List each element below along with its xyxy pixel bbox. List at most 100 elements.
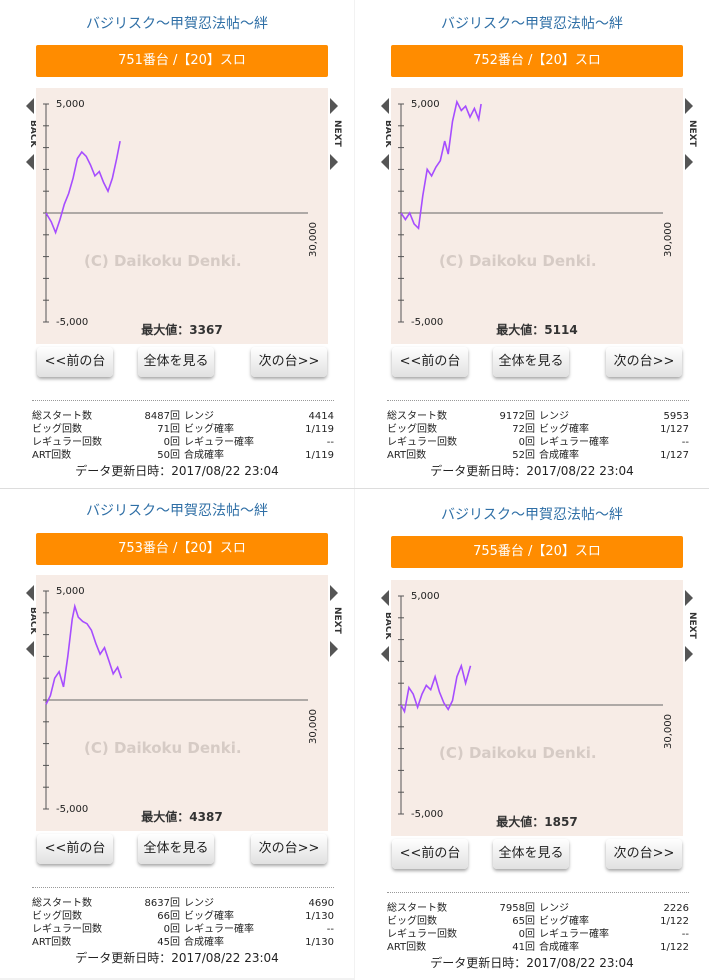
range-label: レンジ [539,903,569,914]
art-count-value: 50回 [157,450,180,461]
combined-rate-label: 合成確率 [184,450,224,461]
back-arrow[interactable]: BACK [26,98,38,198]
big-count-value: 66回 [157,911,180,922]
big-count-label: ビッグ回数 [32,911,82,922]
art-count-value: 45回 [157,937,180,948]
back-arrow[interactable]: BACK [381,590,393,690]
total-start-label: 総スタート数 [387,411,447,422]
back-arrow[interactable]: BACK [381,98,393,198]
big-rate-label: ビッグ確率 [539,424,589,435]
stats-table: 総スタート数 8487回 レンジ 4414 ビッグ回数 71回 ビッグ確率 1/… [32,400,334,462]
view-all-button[interactable]: 全体を見る [493,839,569,869]
slump-graph-svg: 5,000 -5,000 30,000 (C) Daikoku Denki. [398,591,674,820]
reg-count-value: 0回 [163,924,180,935]
table-row: レギュラー回数 0回 レギュラー確率 -- [387,436,689,449]
y-bottom-label: -5,000 [411,809,443,820]
range-value: 4414 [308,411,334,422]
table-row: 総スタート数 7958回 レンジ 2226 [387,902,689,915]
watermark: (C) Daikoku Denki. [439,252,597,270]
machine-label: 751番台 /【20】スロ [36,45,328,77]
table-row: ビッグ回数 72回 ビッグ確率 1/127 [387,423,689,436]
machine-panel-755: バジリスク〜甲賀忍法帖〜絆 755番台 /【20】スロ BACK NEXT 5,… [355,490,709,980]
reg-count-value: 0回 [163,437,180,448]
data-updated-time: データ更新日時：2017/08/22 23:04 [430,464,634,478]
graph-axis [43,590,308,810]
prev-machine-button[interactable]: <<前の台 [392,839,468,869]
max-value-label: 最大値：1857 [496,815,578,829]
next-machine-button[interactable]: 次の台>> [606,347,682,377]
next-arrow[interactable]: NEXT [330,585,342,685]
slump-graph: 5,000 -5,000 30,000 (C) Daikoku Denki. 最… [391,88,683,344]
view-all-button[interactable]: 全体を見る [138,347,214,377]
watermark: (C) Daikoku Denki. [439,744,597,762]
next-arrow-top-icon [685,590,693,606]
range-value: 5953 [663,411,689,422]
game-title: バジリスク〜甲賀忍法帖〜絆 [441,16,623,32]
next-machine-button[interactable]: 次の台>> [251,347,327,377]
x-end-label: 30,000 [663,714,674,749]
machine-panel-753: バジリスク〜甲賀忍法帖〜絆 753番台 /【20】スロ BACK NEXT 5,… [0,488,354,978]
art-count-label: ART回数 [387,450,427,461]
next-arrow[interactable]: NEXT [685,590,697,690]
reg-rate-value: -- [326,924,334,935]
graph-axis [43,103,308,323]
next-arrow[interactable]: NEXT [330,98,342,198]
panel-divider [0,488,709,489]
next-machine-button[interactable]: 次の台>> [606,839,682,869]
slump-graph-svg: 5,000 -5,000 30,000 (C) Daikoku Denki. [43,99,319,328]
reg-rate-value: -- [681,929,689,940]
table-row: ART回数 41回 合成確率 1/122 [387,941,689,954]
back-arrow-bottom-icon [26,641,34,657]
combined-rate-label: 合成確率 [539,450,579,461]
next-arrow-bottom-icon [685,646,693,662]
table-row: ビッグ回数 65回 ビッグ確率 1/122 [387,915,689,928]
reg-count-label: レギュラー回数 [32,924,102,935]
range-label: レンジ [184,898,214,909]
prev-machine-button[interactable]: <<前の台 [37,834,113,864]
total-start-value: 7958回 [499,903,535,914]
next-arrow-bottom-icon [330,641,338,657]
data-updated-time: データ更新日時：2017/08/22 23:04 [75,951,279,965]
y-bottom-label: -5,000 [56,317,88,328]
data-updated-time: データ更新日時：2017/08/22 23:04 [75,464,279,478]
machine-label: 753番台 /【20】スロ [36,533,328,565]
prev-machine-button[interactable]: <<前の台 [37,347,113,377]
big-rate-value: 1/127 [660,424,689,435]
prev-machine-button[interactable]: <<前の台 [392,347,468,377]
next-label: NEXT [687,120,697,147]
art-count-label: ART回数 [387,942,427,953]
view-all-button[interactable]: 全体を見る [138,834,214,864]
y-top-label: 5,000 [411,99,440,110]
back-arrow[interactable]: BACK [26,585,38,685]
reg-rate-label: レギュラー確率 [184,924,254,935]
machine-panel-751: バジリスク〜甲賀忍法帖〜絆 751番台 /【20】スロ BACK NEXT 5,… [0,0,354,490]
next-arrow[interactable]: NEXT [685,98,697,198]
slump-graph: 5,000 -5,000 30,000 (C) Daikoku Denki. 最… [391,580,683,836]
x-end-label: 30,000 [308,222,319,257]
stats-divider [32,400,334,401]
stats-table: 総スタート数 8637回 レンジ 4690 ビッグ回数 66回 ビッグ確率 1/… [32,887,334,949]
reg-rate-value: -- [681,437,689,448]
reg-rate-label: レギュラー確率 [539,437,609,448]
reg-count-label: レギュラー回数 [32,437,102,448]
graph-line [45,603,123,705]
reg-count-label: レギュラー回数 [387,929,457,940]
x-end-label: 30,000 [308,709,319,744]
view-all-button[interactable]: 全体を見る [493,347,569,377]
table-row: レギュラー回数 0回 レギュラー確率 -- [387,928,689,941]
table-row: ART回数 45回 合成確率 1/130 [32,936,334,949]
back-label: BACK [28,607,38,635]
next-arrow-bottom-icon [685,154,693,170]
table-row: レギュラー回数 0回 レギュラー確率 -- [32,436,334,449]
next-machine-button[interactable]: 次の台>> [251,834,327,864]
total-start-value: 8637回 [144,898,180,909]
big-count-label: ビッグ回数 [387,916,437,927]
big-rate-label: ビッグ確率 [184,911,234,922]
table-row: ビッグ回数 71回 ビッグ確率 1/119 [32,423,334,436]
graph-line [400,663,472,714]
big-rate-value: 1/119 [305,424,334,435]
range-label: レンジ [539,411,569,422]
y-top-label: 5,000 [56,99,85,110]
game-title: バジリスク〜甲賀忍法帖〜絆 [86,16,268,32]
watermark: (C) Daikoku Denki. [84,739,242,757]
